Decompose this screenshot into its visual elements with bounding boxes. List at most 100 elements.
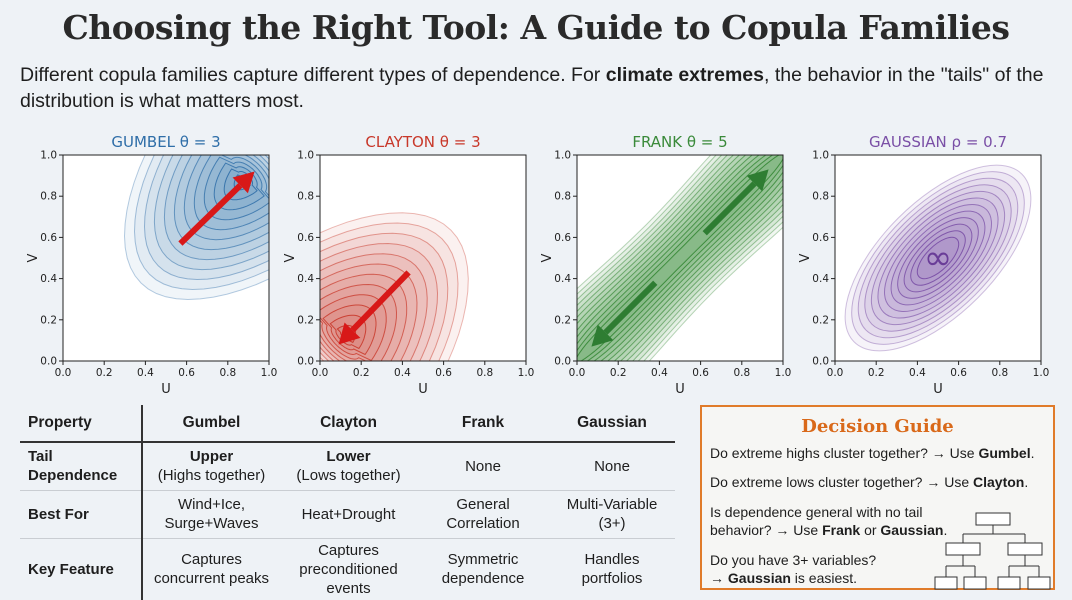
x-tick-label: 0.6 [435,367,452,379]
x-axis-label: U [933,382,943,397]
x-tick-label: 0.8 [219,367,236,379]
upper-arrow-head [746,169,769,192]
table-cell: Captures preconditioned events [299,541,398,597]
y-tick-label: 0.2 [554,314,571,326]
copula-panel-0: 0.0 0.2 0.4 0.6 0.8 1.0 0.0 0.2 0.4 0.6 0.8 1.0 U V GU… [26,133,277,397]
contour-line [884,204,992,312]
table-header: Gaussian [549,405,675,443]
y-tick-label: 0.8 [554,191,571,203]
table-header: Property [20,405,143,443]
contour-line [877,197,999,319]
panel-title: GAUSSIAN ρ = 0.7 [869,133,1007,151]
panel-title: CLAYTON θ = 3 [365,133,480,151]
guide-answer: Gumbel [978,445,1031,461]
row-label: Best For [20,490,143,539]
cell-text: None [594,457,630,475]
y-tick-label: 0.8 [40,191,57,203]
cell-text: (Lows together) [296,467,401,485]
guide-answer: Gaussian [880,522,944,538]
y-axis-label: V [26,253,41,262]
guide-question-4: Do you have 3+ variables? → Gaussian is e… [710,551,876,587]
guide-answer: Gaussian [727,570,791,586]
x-tick-label: 0.4 [137,367,154,379]
y-tick-label: 1.0 [297,150,314,162]
x-tick-label: 0.4 [394,367,411,379]
y-tick-label: 1.0 [812,150,829,162]
x-tick-label: 0.8 [991,367,1008,379]
row-label: Tail Dependence [20,442,143,491]
guide-text: Is dependence general with no tail [710,504,923,520]
table-header: Frank [417,405,549,443]
copula-plots: 0.0 0.2 0.4 0.6 0.8 1.0 0.0 0.2 0.4 0.6 0.8 1.0 U V GU… [26,133,1050,397]
guide-text: or [860,522,881,538]
decision-guide-title: Decision Guide [801,416,954,437]
guide-text: Do extreme lows cluster together? → Use [710,474,973,490]
x-tick-label: 0.2 [96,367,113,379]
copula-panel-2: 0.0 0.2 0.4 0.6 0.8 1.0 0.0 0.2 0.4 0.6 0.8 1.0 U V FR… [540,133,791,397]
x-axis-label: U [675,382,685,397]
guide-text: . [1024,474,1029,490]
y-tick-label: 0.2 [40,314,57,326]
guide-text: . [1030,445,1035,461]
x-tick-label: 0.0 [827,367,844,379]
table-cell: Upper (Highs together) [142,442,280,491]
table-row: Best For Wind+Ice, Surge+Waves Heat+Drou… [20,490,675,539]
y-tick-label: 1.0 [554,150,571,162]
decision-tree-icon [934,512,1051,590]
table-cell: Wind+Ice, Surge+Waves [142,490,280,539]
x-axis-label: U [418,382,428,397]
subtitle-text: Different copula families capture differ… [20,64,606,86]
guide-text-line: behavior? → Use Frank or Gaussian. [710,521,947,539]
guide-question-3: Is dependence general with no tail behavi… [710,503,947,539]
copula-panel-3: 0.0 0.2 0.4 0.6 0.8 1.0 0.0 0.2 0.4 0.6 0.8 1.0 U V GA… [798,133,1050,397]
x-tick-label: 0.6 [178,367,195,379]
axes-frame [834,154,1042,362]
y-tick-label: 0.4 [812,273,829,285]
table-cell: None [549,442,675,491]
guide-text: Do extreme highs cluster together? → Use [710,445,979,461]
y-axis-label: V [798,253,813,262]
contour-line [851,171,1025,345]
table-cell: None [417,442,549,491]
x-tick-label: 0.6 [692,367,709,379]
guide-answer: Clayton [973,474,1025,490]
guide-text: . [943,522,948,538]
contour-line [857,177,1019,339]
cell-text: (Highs together) [157,467,266,485]
x-tick-label: 0.4 [651,367,668,379]
subtitle-text-end: , the behavior in the "tails" of the dis… [20,64,1044,112]
table-header-row: Property Gumbel Clayton Frank Gaussian [20,405,675,443]
lower-tail-arrow-head [338,322,361,345]
table-row: Key Feature Captures concurrent peaks Ca… [20,538,675,600]
guide-text: behavior? → Use [710,522,823,538]
y-tick-label: 0.0 [40,356,57,368]
property-table: Property Gumbel Clayton Frank Gaussian T… [20,405,675,600]
x-tick-label: 0.2 [610,367,627,379]
table-header: Gumbel [142,405,280,443]
table-cell: General Correlation [417,490,549,539]
x-tick-label: 0.0 [55,367,72,379]
table-header: Clayton [280,405,417,443]
guide-text: Do you have 3+ variables? [710,552,877,568]
y-tick-label: 0.4 [554,273,571,285]
subtitle-emphasis: climate extremes [605,64,764,86]
contour-line [844,164,1032,352]
x-tick-label: 1.0 [1033,367,1050,379]
guide-text: is easiest. [790,570,858,586]
cell-bold: Upper [189,448,234,466]
guide-text: → [710,570,728,586]
x-tick-label: 0.8 [476,367,493,379]
y-tick-label: 0.6 [297,232,314,244]
y-axis-label: V [540,253,555,262]
y-tick-label: 0.0 [297,356,314,368]
table-cell: Lower (Lows together) [280,442,417,491]
x-tick-label: 0.6 [950,367,967,379]
x-tick-label: 1.0 [518,367,535,379]
upper-tail-arrow [178,183,243,246]
y-tick-label: 1.0 [40,150,57,162]
x-tick-label: 0.2 [353,367,370,379]
panel-title: GUMBEL θ = 3 [111,133,220,151]
contour-line [890,210,986,306]
x-tick-label: 0.2 [868,367,885,379]
table-cell: Handles portfolios [581,551,643,588]
